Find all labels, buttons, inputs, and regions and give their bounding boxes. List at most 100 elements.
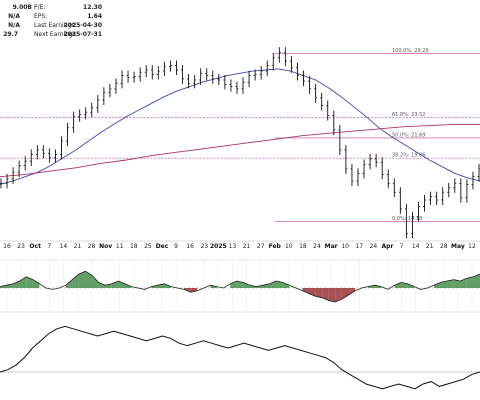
price-bar (11, 167, 15, 184)
price-bar (410, 211, 414, 239)
price-bar (217, 73, 221, 85)
x-tick-label: 10 (285, 243, 293, 250)
stats-block: 9.00B N/A N/A 29.7 P/E: 12.30 EPS: 1.64 … (3, 4, 102, 38)
price-bar (368, 153, 372, 170)
price-bar (247, 70, 251, 88)
osc1-positive-fill (65, 279, 73, 288)
osc1-positive-fill (32, 279, 40, 288)
osc1-positive-fill (6, 283, 14, 288)
stat-left-2: N/A (8, 22, 20, 29)
price-bar (404, 203, 408, 239)
oscillator-1 (0, 270, 480, 303)
price-bar (350, 163, 354, 187)
price-bar (253, 69, 257, 81)
osc1-positive-fill (19, 276, 27, 288)
osc1-positive-fill (433, 282, 441, 288)
osc1-positive-fill (78, 271, 86, 288)
price-bar (471, 171, 475, 190)
price-bar (199, 68, 203, 85)
price-bar (235, 81, 239, 94)
price-bar (398, 187, 402, 214)
price-bar (60, 136, 64, 160)
osc1-positive-fill (473, 274, 480, 288)
price-bar (29, 149, 33, 167)
price-bar (35, 145, 39, 160)
x-tick-label: Feb (269, 243, 282, 250)
fibonacci-levels: 100.0%: 29.29 61.8%: 23.52 50.0%: 21.69 38.… (0, 48, 480, 222)
price-bar (5, 173, 9, 189)
stat-eps-value: 1.64 (87, 13, 102, 20)
osc1-positive-fill (13, 281, 20, 288)
osc1-positive-fill (26, 276, 33, 288)
x-axis: 16 23 Oct 7 14 21 28 Nov 11 18 25 Dec 9 16 23 2025 13 21 2… (3, 243, 476, 250)
price-bar (211, 70, 215, 84)
price-bar (144, 65, 148, 78)
x-tick-label: 28 (88, 243, 96, 250)
price-bar (314, 83, 318, 103)
stat-pe-label: P/E: (34, 4, 45, 11)
price-bar (181, 65, 185, 84)
price-bar (295, 62, 299, 81)
price-bar (332, 110, 336, 135)
price-bar (84, 107, 88, 120)
osc1-positive-fill (263, 283, 270, 288)
osc1-negative-fill (322, 288, 329, 301)
x-tick-label: 21 (74, 243, 82, 250)
x-tick-label: 14 (60, 243, 68, 250)
price-bar (429, 191, 433, 205)
osc1-negative-fill (302, 288, 310, 294)
osc1-positive-fill (440, 281, 448, 288)
price-bar (90, 102, 94, 118)
osc1-negative-fill (335, 288, 342, 302)
price-bar (187, 73, 191, 89)
osc1-positive-fill (118, 281, 125, 288)
osc1-negative-fill (341, 288, 349, 300)
osc1-positive-fill (466, 276, 474, 288)
x-tick-label: Nov (99, 243, 112, 250)
ma-long-line (0, 123, 480, 178)
x-tick-label: May (451, 243, 465, 250)
price-bar (356, 168, 360, 187)
price-bar (138, 67, 142, 82)
osc1-negative-fill (348, 288, 356, 295)
oscillator-2 (0, 325, 480, 390)
price-bar (302, 70, 306, 87)
price-bar (0, 178, 3, 189)
price-bar (205, 68, 209, 81)
price-bar (223, 75, 227, 90)
stat-last-earnings-label: Last Earnings: (34, 22, 76, 29)
osc1-positive-fill (157, 283, 165, 288)
x-tick-label: Apr (382, 243, 394, 250)
stat-eps-label: EPS: (34, 13, 47, 20)
fib-label: 100.0%: 29.29 (392, 48, 429, 54)
x-tick-label: 12 (468, 243, 476, 250)
price-bar (465, 179, 469, 203)
osc1-positive-fill (111, 281, 119, 288)
price-bar (320, 92, 324, 111)
osc1-negative-fill (328, 288, 336, 302)
price-bar (108, 83, 112, 98)
fib-label: 0.0%: 14.18 (392, 216, 422, 222)
price-bar (459, 178, 463, 203)
osc1-positive-fill (98, 282, 106, 288)
price-bar (386, 169, 390, 189)
x-tick-label: 14 (412, 243, 420, 250)
osc2-line (0, 325, 480, 390)
x-tick-label: 28 (440, 243, 448, 250)
x-tick-label: 18 (130, 243, 138, 250)
price-bar (265, 60, 269, 77)
stat-next-earnings-label: Next Earnings: (34, 31, 78, 38)
x-tick-label: Dec (156, 243, 169, 250)
x-tick-label: 25 (144, 243, 152, 250)
x-tick-label: 21 (243, 243, 251, 250)
x-tick-label: 7 (47, 243, 51, 250)
x-tick-label: 7 (400, 243, 404, 250)
price-bar (423, 195, 427, 212)
x-tick-label: 16 (3, 243, 11, 250)
grid (0, 240, 480, 373)
price-bar (453, 178, 457, 193)
x-tick-label: 23 (17, 243, 25, 250)
price-bars (0, 47, 480, 239)
